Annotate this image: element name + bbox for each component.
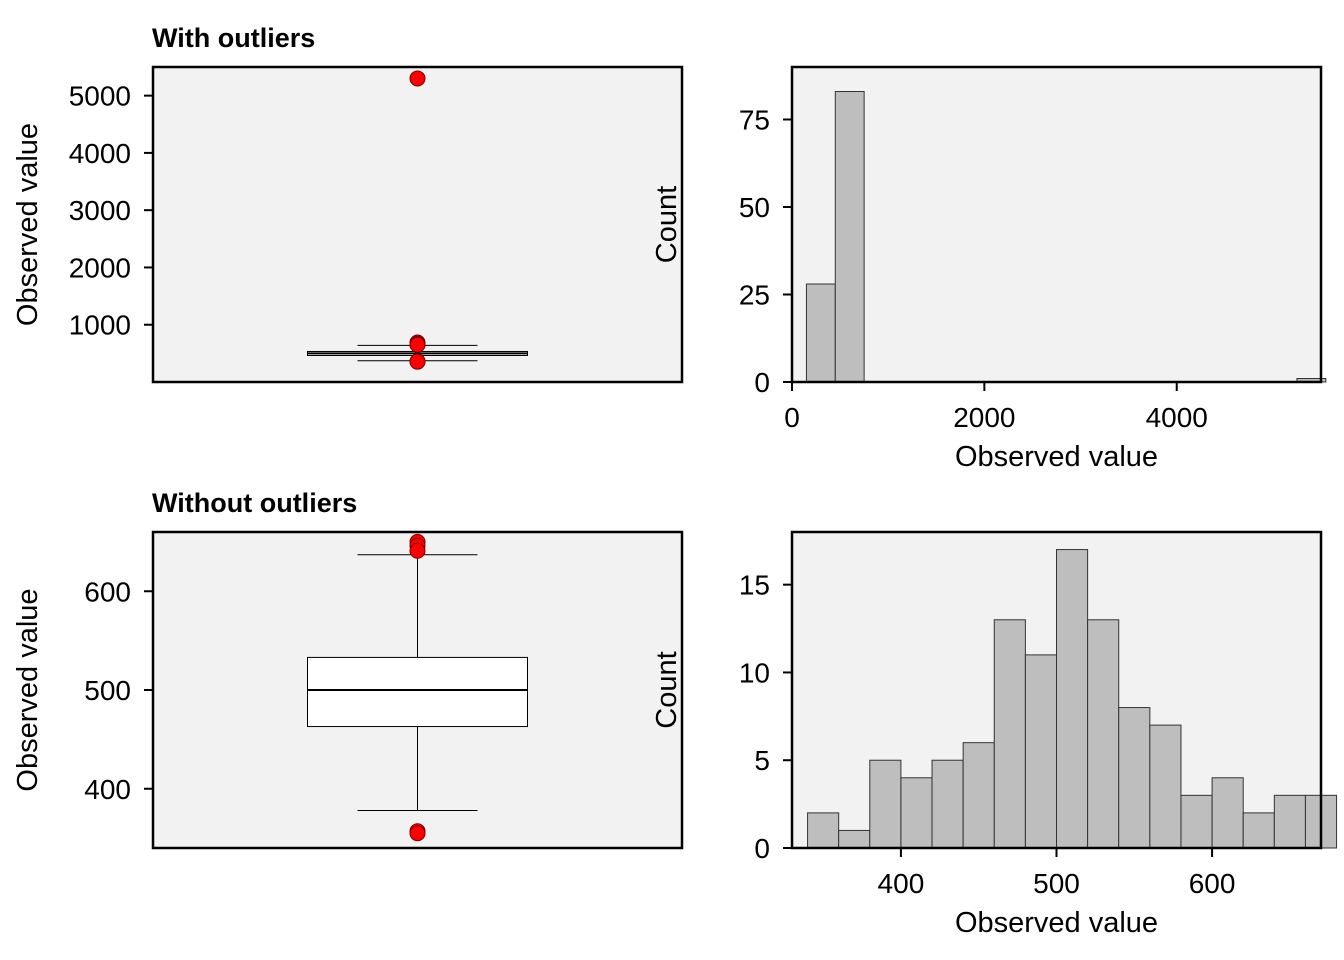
y-tick-label: 2000 [69, 252, 131, 283]
y-tick-label: 5000 [69, 81, 131, 112]
histogram-bar [807, 812, 840, 849]
histogram-bar [869, 759, 902, 849]
outlier-point [409, 70, 426, 87]
box [307, 656, 528, 728]
x-tick-label: 2000 [953, 402, 1015, 433]
histogram-bar [1180, 794, 1213, 849]
boxplot-panel-3: Without outliers 400 500 600 Observed value [12, 488, 684, 850]
y-axis-label: Observed value [12, 588, 44, 791]
histogram-bar [805, 283, 836, 383]
histogram-bar [962, 742, 995, 849]
x-tick-label: 600 [1189, 868, 1236, 899]
x-tick-label: 0 [784, 402, 800, 433]
x-tick-label: 400 [878, 868, 925, 899]
y-tick-label: 0 [754, 833, 770, 864]
histogram-bar [900, 777, 933, 849]
y-tick-label: 600 [84, 576, 131, 607]
y-tick-label: 4000 [69, 138, 131, 169]
x-axis-label: Observed value [955, 441, 1158, 473]
y-tick-label: 15 [739, 570, 770, 601]
panel-background [153, 67, 682, 382]
panel-border [790, 530, 1323, 850]
histogram-bar [993, 619, 1026, 849]
histogram-bar [1024, 654, 1057, 849]
chart-title: Without outliers [152, 488, 357, 518]
histogram-bar [834, 91, 865, 383]
x-tick-label: 4000 [1146, 402, 1208, 433]
histogram-bar [1211, 777, 1244, 849]
y-tick-label: 0 [754, 367, 770, 398]
panel-border [790, 65, 1323, 384]
y-axis-label: Count [651, 651, 683, 728]
y-tick-label: 500 [84, 675, 131, 706]
y-tick-label: 10 [739, 657, 770, 688]
panel-background [792, 67, 1321, 382]
histogram-bar [1056, 549, 1089, 849]
y-tick-label: 400 [84, 774, 131, 805]
panel-border [151, 530, 684, 850]
histogram-panel-2: 0 2000 4000 Observed value 0 25 50 75 Count [651, 65, 1327, 473]
y-tick-label: 50 [739, 192, 770, 223]
y-tick-label: 1000 [69, 310, 131, 341]
x-tick-label: 500 [1033, 868, 1080, 899]
histogram-bar [1242, 812, 1275, 849]
histogram-bar [838, 829, 871, 849]
histogram-bar [1149, 724, 1182, 849]
y-axis-label: Count [651, 186, 683, 263]
histogram-bar [1087, 619, 1120, 849]
chart-title: With outliers [152, 23, 315, 53]
outlier-point [409, 542, 426, 559]
outlier-point [409, 825, 426, 842]
y-tick-label: 75 [739, 105, 770, 136]
x-axis-label: Observed value [955, 907, 1158, 939]
outlier-point [409, 353, 426, 370]
histogram-bar [1273, 794, 1306, 849]
boxplot-panel-1: With outliers 1000 2000 3000 4000 5000 Observe… [12, 23, 684, 384]
y-tick-label: 5 [754, 745, 770, 776]
histogram-bar [931, 759, 964, 849]
y-tick-label: 3000 [69, 195, 131, 226]
panel-border [151, 65, 684, 384]
y-axis-label: Observed value [12, 123, 44, 326]
histogram-bar [1118, 707, 1151, 849]
y-tick-label: 25 [739, 280, 770, 311]
histogram-panel-4: 400 500 600 Observed value 0 5 10 15 Count [651, 530, 1338, 939]
outlier-point [409, 336, 426, 353]
